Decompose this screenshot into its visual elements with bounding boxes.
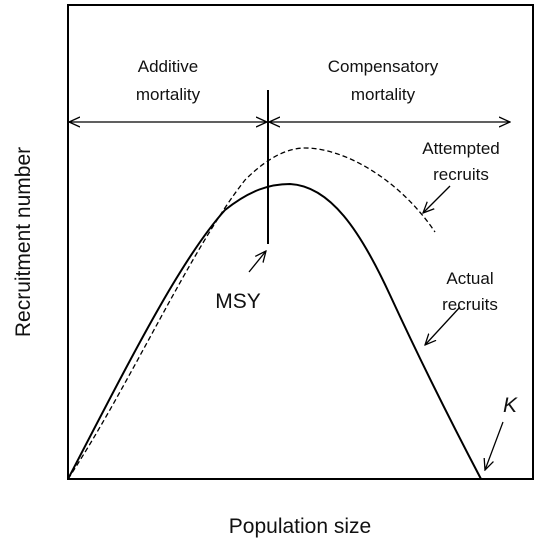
region-label: mortality xyxy=(136,85,201,104)
region-label: Additive xyxy=(138,57,198,76)
curve-label: Attempted xyxy=(422,139,500,158)
curve-label: recruits xyxy=(442,295,498,314)
attempted-pointer xyxy=(423,185,451,213)
y-axis-label: Recruitment number xyxy=(12,147,35,337)
attempted-curve xyxy=(67,147,436,480)
msy-label: MSY xyxy=(215,290,261,313)
k-pointer xyxy=(485,421,504,470)
plot-frame xyxy=(67,4,534,480)
k-label: K xyxy=(503,394,518,417)
region-label: Compensatory xyxy=(328,57,439,76)
region-label: mortality xyxy=(351,85,416,104)
actual-pointer xyxy=(425,306,461,345)
curve-label: Actual xyxy=(446,269,493,288)
actual-curve xyxy=(67,182,482,480)
x-axis-label: Population size xyxy=(229,515,371,538)
curve-label: recruits xyxy=(433,165,489,184)
msy-pointer xyxy=(248,251,266,273)
